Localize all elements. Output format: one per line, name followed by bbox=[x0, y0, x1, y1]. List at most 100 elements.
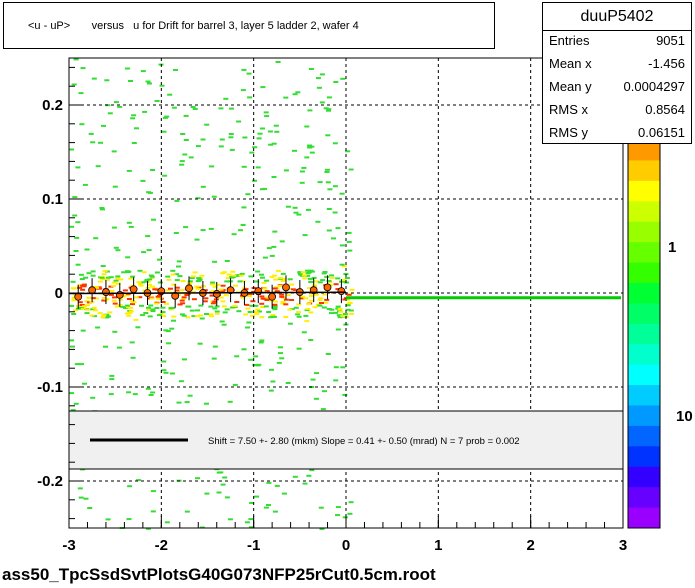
heat-cell bbox=[224, 260, 230, 262]
heat-cell bbox=[224, 308, 230, 311]
heat-cell bbox=[256, 363, 262, 366]
heat-cell bbox=[84, 300, 90, 303]
heat-cell bbox=[187, 282, 193, 285]
heat-cell bbox=[260, 306, 266, 308]
heat-cell bbox=[325, 353, 331, 355]
heat-cell bbox=[301, 274, 307, 277]
heat-cell bbox=[122, 289, 128, 292]
stats-value: -1.456 bbox=[648, 56, 685, 71]
heat-cell bbox=[279, 357, 285, 360]
heat-cell bbox=[157, 314, 162, 317]
heat-cell bbox=[240, 280, 246, 283]
y-tick-label: -0.2 bbox=[37, 473, 63, 490]
heat-cell bbox=[335, 277, 341, 280]
heat-cell bbox=[212, 285, 218, 288]
heat-cell bbox=[349, 312, 355, 315]
heat-cell bbox=[305, 208, 311, 211]
heat-cell bbox=[87, 507, 93, 509]
heat-cell bbox=[221, 305, 227, 308]
heat-cell bbox=[329, 308, 335, 311]
heat-cell bbox=[195, 309, 200, 312]
heat-cell bbox=[69, 225, 75, 228]
heat-cell bbox=[296, 213, 302, 216]
heat-cell bbox=[215, 283, 221, 286]
heat-cell bbox=[293, 211, 299, 214]
heat-cell bbox=[260, 276, 265, 279]
heat-cell bbox=[208, 227, 214, 230]
heat-cell bbox=[265, 296, 271, 299]
heat-cell bbox=[161, 130, 167, 133]
heat-cell bbox=[338, 310, 344, 313]
heat-cell bbox=[272, 287, 278, 290]
heat-cell bbox=[337, 316, 343, 319]
heat-cell bbox=[99, 276, 105, 279]
palette-cell bbox=[628, 303, 660, 325]
heat-cell bbox=[82, 305, 87, 308]
heat-cell bbox=[218, 288, 224, 291]
heat-cell bbox=[225, 276, 231, 279]
heat-cell bbox=[162, 174, 168, 177]
heat-cell bbox=[101, 299, 107, 302]
heat-cell bbox=[189, 277, 195, 279]
heat-cell bbox=[126, 270, 132, 273]
heat-cell bbox=[258, 341, 264, 344]
profile-points bbox=[74, 275, 346, 309]
heat-cell bbox=[209, 165, 215, 168]
heat-cell bbox=[219, 320, 225, 323]
heat-cell bbox=[208, 315, 214, 318]
heat-cell bbox=[160, 301, 166, 303]
heat-cell bbox=[228, 133, 234, 135]
heat-cell bbox=[174, 286, 180, 289]
heat-cell bbox=[100, 208, 105, 211]
heat-cell bbox=[82, 382, 87, 385]
heat-cell bbox=[154, 271, 160, 274]
heat-cell bbox=[253, 304, 259, 307]
heat-cell bbox=[321, 272, 327, 275]
x-tick-label: 3 bbox=[619, 537, 627, 554]
heat-cell bbox=[163, 371, 169, 374]
heat-cell bbox=[146, 309, 152, 311]
heat-cell bbox=[180, 133, 186, 135]
heat-cell bbox=[93, 297, 99, 300]
fit-legend-text: Shift = 7.50 +- 2.80 (mkm) Slope = 0.41 … bbox=[208, 436, 520, 447]
heat-cell bbox=[307, 144, 313, 147]
heat-cell bbox=[145, 387, 151, 390]
heat-cell bbox=[268, 143, 274, 146]
heat-cell bbox=[187, 394, 193, 397]
heat-cell bbox=[242, 136, 248, 139]
heat-cell bbox=[214, 305, 220, 308]
heat-cell bbox=[268, 389, 274, 392]
palette-cell bbox=[628, 160, 660, 182]
heat-cell bbox=[218, 471, 224, 474]
heat-cell bbox=[161, 360, 167, 363]
heat-cell bbox=[107, 112, 113, 115]
heat-cell bbox=[299, 170, 305, 173]
heat-cell bbox=[214, 312, 220, 315]
stats-value: 0.0004297 bbox=[623, 79, 685, 94]
heat-cell bbox=[304, 309, 310, 312]
heat-cell bbox=[346, 231, 352, 234]
heat-cell bbox=[224, 280, 230, 283]
heat-cell bbox=[126, 391, 132, 394]
heat-cell bbox=[277, 277, 283, 279]
heat-cell bbox=[191, 298, 197, 301]
palette-cell bbox=[628, 385, 660, 406]
heat-cell bbox=[89, 301, 95, 304]
profile-point bbox=[254, 287, 263, 296]
heat-cell bbox=[104, 298, 110, 301]
heat-cell bbox=[318, 297, 324, 300]
heat-cell bbox=[271, 176, 277, 178]
palette-cell bbox=[628, 487, 660, 509]
heat-cell bbox=[157, 281, 163, 284]
heat-cell bbox=[317, 304, 323, 307]
heat-cell bbox=[229, 148, 235, 151]
z-tick-label-1: 1 bbox=[668, 239, 676, 256]
heat-cell bbox=[179, 299, 185, 302]
heat-cell bbox=[305, 269, 310, 272]
heat-cell bbox=[313, 397, 319, 400]
palette-cell bbox=[628, 140, 660, 161]
heat-cell bbox=[196, 277, 202, 280]
heat-cell bbox=[311, 276, 317, 279]
heat-cell bbox=[309, 469, 315, 472]
heat-cell bbox=[85, 308, 91, 311]
